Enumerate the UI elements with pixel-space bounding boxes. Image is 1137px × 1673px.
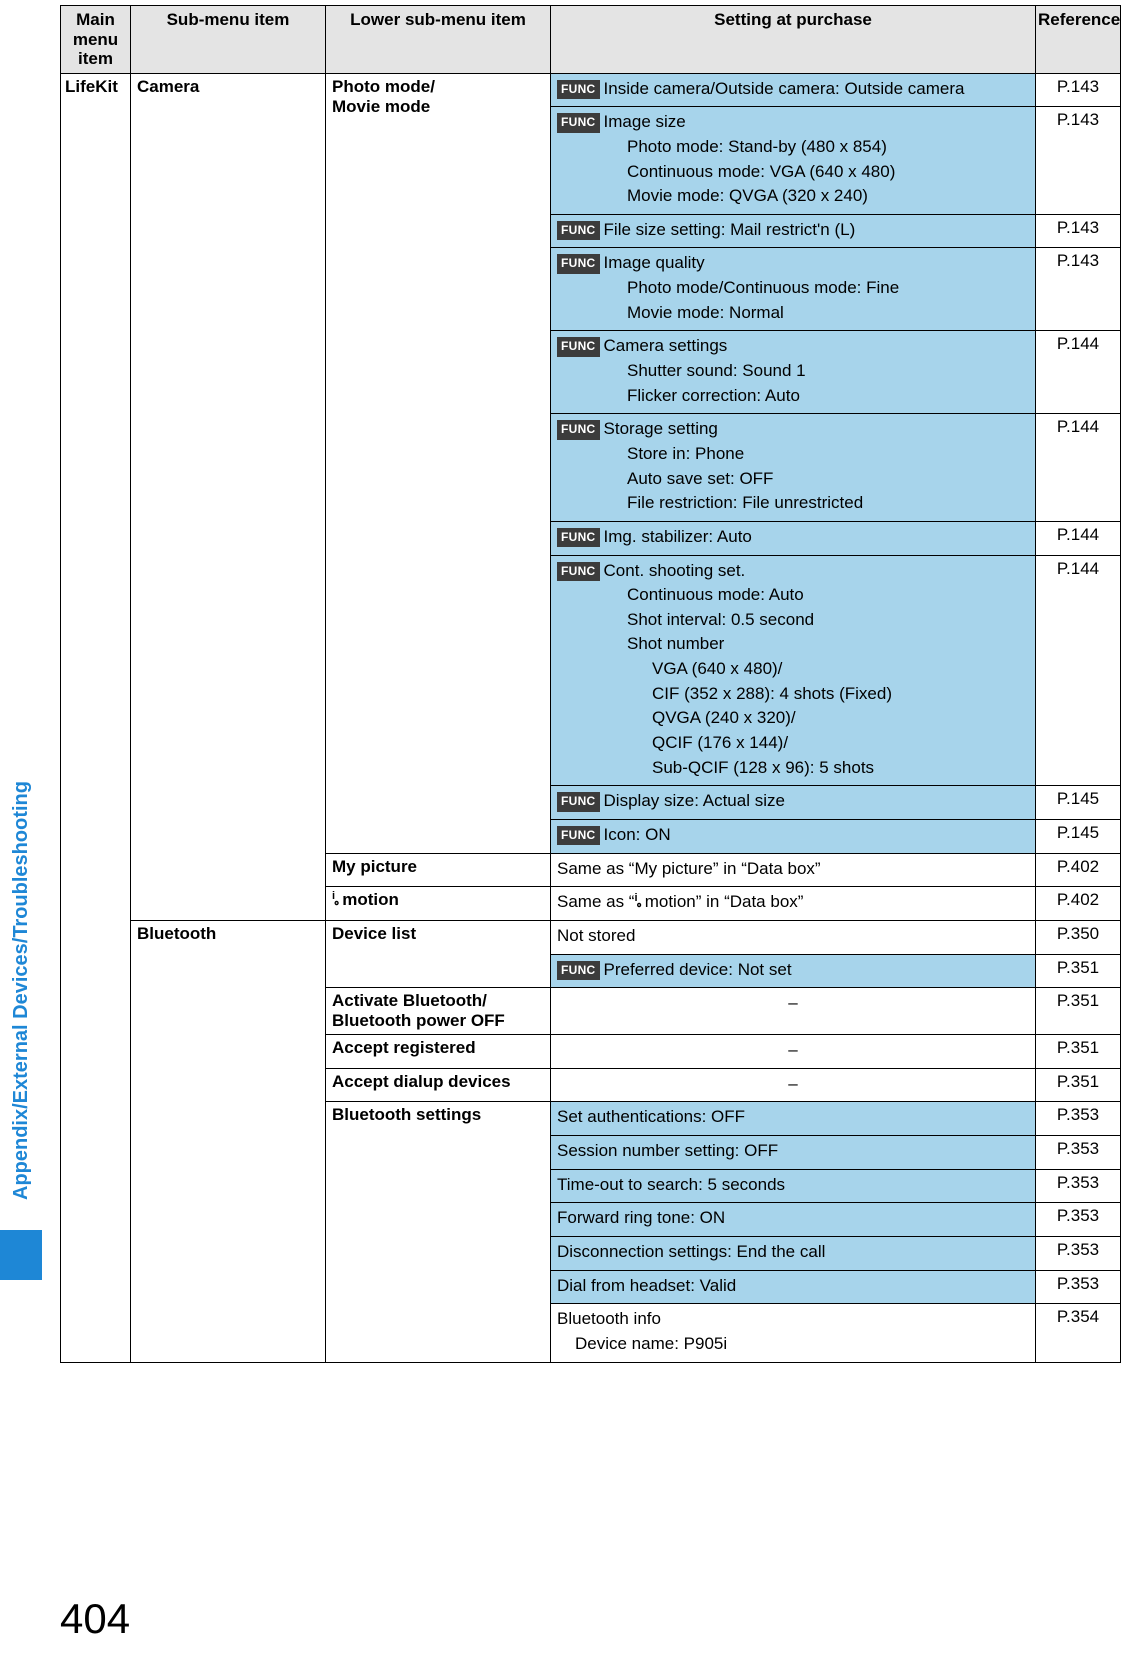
func-icon: FUNC xyxy=(557,221,600,240)
func-icon: FUNC xyxy=(557,528,600,547)
setting-cell: – xyxy=(551,988,1036,1035)
setting-cell: Same as “My picture” in “Data box” xyxy=(551,853,1036,887)
setting-cell: Time-out to search: 5 seconds xyxy=(551,1169,1036,1203)
side-section-label: Appendix/External Devices/Troubleshootin… xyxy=(10,781,33,1200)
func-icon: FUNC xyxy=(557,826,600,845)
ref-cell: P.353 xyxy=(1036,1102,1121,1136)
setting-cell: FUNCStorage setting Store in: Phone Auto… xyxy=(551,414,1036,522)
ref-cell: P.350 xyxy=(1036,920,1121,954)
func-icon: FUNC xyxy=(557,420,600,439)
lower-bt-settings: Bluetooth settings xyxy=(326,1102,551,1362)
settings-table: Mainmenu item Sub-menu item Lower sub-me… xyxy=(60,5,1121,1363)
func-icon: FUNC xyxy=(557,562,600,581)
setting-cell: Dial from headset: Valid xyxy=(551,1270,1036,1304)
table-row: LifeKit Camera Photo mode/Movie mode FUN… xyxy=(61,73,1121,107)
ref-cell: P.353 xyxy=(1036,1136,1121,1170)
setting-cell: FUNCImage quality Photo mode/Continuous … xyxy=(551,248,1036,331)
setting-cell: Forward ring tone: ON xyxy=(551,1203,1036,1237)
side-tab: Appendix/External Devices/Troubleshootin… xyxy=(0,0,42,1673)
ref-cell: P.351 xyxy=(1036,954,1121,988)
lower-accept-dialup: Accept dialup devices xyxy=(326,1068,551,1102)
setting-cell: FUNCImage size Photo mode: Stand-by (480… xyxy=(551,107,1036,215)
lower-accept-registered: Accept registered xyxy=(326,1035,551,1069)
table-header-row: Mainmenu item Sub-menu item Lower sub-me… xyxy=(61,6,1121,74)
header-sub-menu: Sub-menu item xyxy=(131,6,326,74)
lower-photo-movie: Photo mode/Movie mode xyxy=(326,73,551,853)
setting-cell: FUNCCont. shooting set. Continuous mode:… xyxy=(551,555,1036,786)
ref-cell: P.144 xyxy=(1036,555,1121,786)
ref-cell: P.402 xyxy=(1036,887,1121,921)
ref-cell: P.143 xyxy=(1036,73,1121,107)
ref-cell: P.144 xyxy=(1036,521,1121,555)
setting-cell: Bluetooth info Device name: P905i xyxy=(551,1304,1036,1362)
ref-cell: P.351 xyxy=(1036,988,1121,1035)
i-motion-icon: i⚬ xyxy=(332,893,341,908)
func-icon: FUNC xyxy=(557,80,600,99)
setting-cell: FUNCFile size setting: Mail restrict'n (… xyxy=(551,214,1036,248)
setting-cell: FUNCCamera settings Shutter sound: Sound… xyxy=(551,331,1036,414)
lower-imotion: i⚬motion xyxy=(326,887,551,921)
header-lower-sub: Lower sub-menu item xyxy=(326,6,551,74)
ref-cell: P.143 xyxy=(1036,248,1121,331)
ref-cell: P.353 xyxy=(1036,1203,1121,1237)
ref-cell: P.143 xyxy=(1036,107,1121,215)
ref-cell: P.353 xyxy=(1036,1270,1121,1304)
func-icon: FUNC xyxy=(557,961,600,980)
setting-cell: FUNCIcon: ON xyxy=(551,819,1036,853)
header-setting: Setting at purchase xyxy=(551,6,1036,74)
ref-cell: P.353 xyxy=(1036,1169,1121,1203)
ref-cell: P.145 xyxy=(1036,819,1121,853)
func-icon: FUNC xyxy=(557,792,600,811)
side-tab-block xyxy=(0,1230,42,1280)
setting-cell: FUNCImg. stabilizer: Auto xyxy=(551,521,1036,555)
i-motion-icon: i⚬ xyxy=(634,895,643,910)
header-reference: Reference xyxy=(1036,6,1121,74)
setting-cell: Same as “i⚬motion” in “Data box” xyxy=(551,887,1036,921)
ref-cell: P.143 xyxy=(1036,214,1121,248)
table-row: Bluetooth Device list Not stored P.350 xyxy=(61,920,1121,954)
setting-cell: FUNCInside camera/Outside camera: Outsid… xyxy=(551,73,1036,107)
setting-cell: FUNCDisplay size: Actual size xyxy=(551,786,1036,820)
lower-activate-bt: Activate Bluetooth/Bluetooth power OFF xyxy=(326,988,551,1035)
page: Appendix/External Devices/Troubleshootin… xyxy=(0,0,1137,1673)
func-icon: FUNC xyxy=(557,254,600,273)
setting-cell: Session number setting: OFF xyxy=(551,1136,1036,1170)
ref-cell: P.402 xyxy=(1036,853,1121,887)
setting-cell: – xyxy=(551,1068,1036,1102)
func-icon: FUNC xyxy=(557,337,600,356)
setting-cell: Set authentications: OFF xyxy=(551,1102,1036,1136)
ref-cell: P.354 xyxy=(1036,1304,1121,1362)
lower-my-picture: My picture xyxy=(326,853,551,887)
ref-cell: P.351 xyxy=(1036,1068,1121,1102)
func-icon: FUNC xyxy=(557,113,600,132)
sub-menu-camera: Camera xyxy=(131,73,326,920)
setting-cell: Disconnection settings: End the call xyxy=(551,1236,1036,1270)
setting-cell: – xyxy=(551,1035,1036,1069)
ref-cell: P.353 xyxy=(1036,1236,1121,1270)
ref-cell: P.144 xyxy=(1036,414,1121,522)
sub-menu-bluetooth: Bluetooth xyxy=(131,920,326,1362)
ref-cell: P.145 xyxy=(1036,786,1121,820)
header-main-menu: Mainmenu item xyxy=(61,6,131,74)
ref-cell: P.144 xyxy=(1036,331,1121,414)
page-number: 404 xyxy=(60,1595,130,1643)
main-menu-cell: LifeKit xyxy=(61,73,131,1362)
ref-cell: P.351 xyxy=(1036,1035,1121,1069)
setting-cell: Not stored xyxy=(551,920,1036,954)
lower-device-list: Device list xyxy=(326,920,551,987)
setting-cell: FUNCPreferred device: Not set xyxy=(551,954,1036,988)
